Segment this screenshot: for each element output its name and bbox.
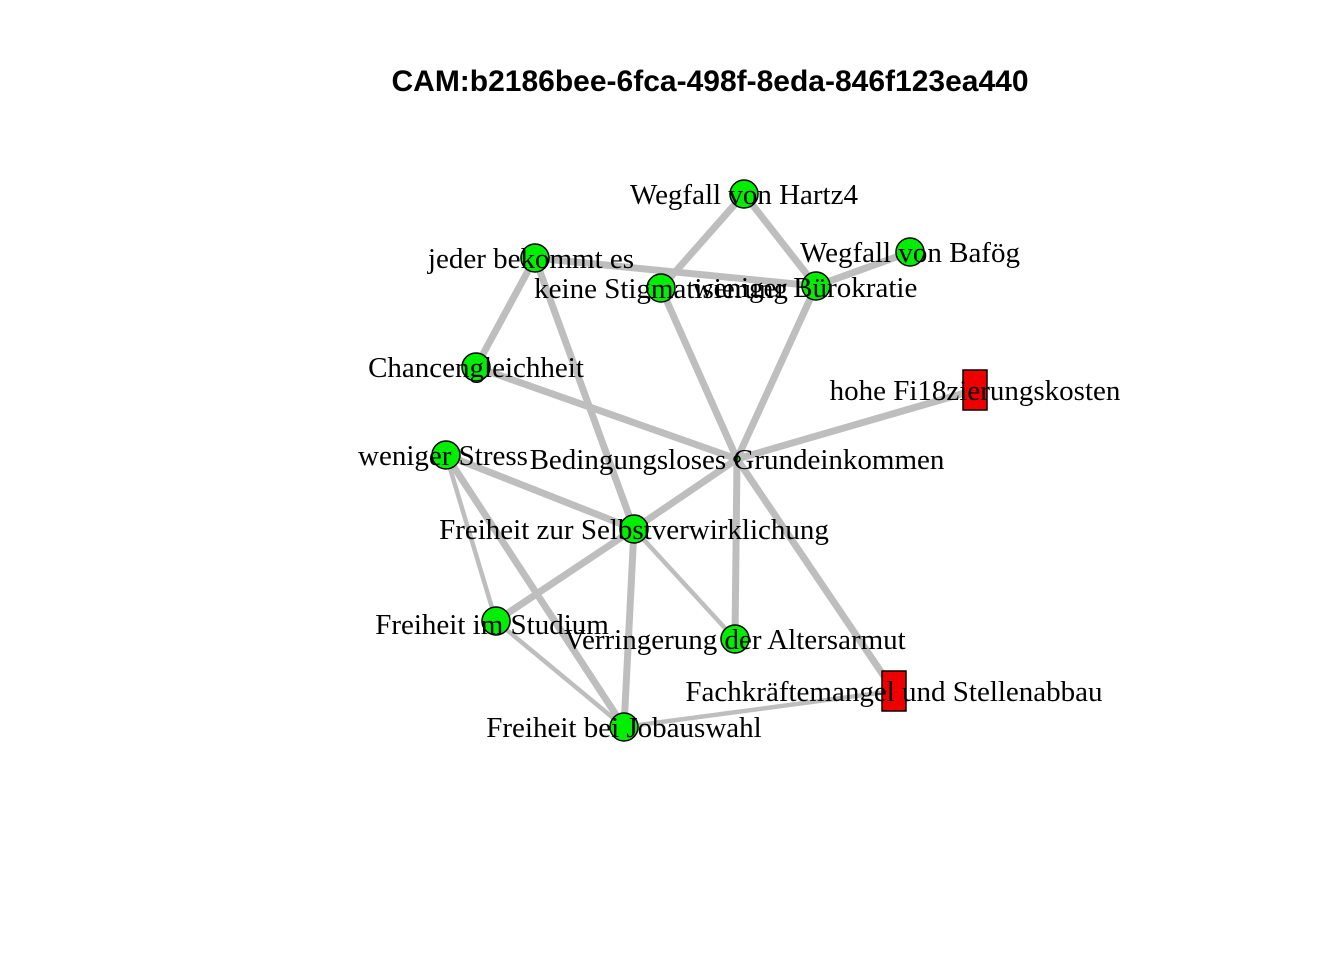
- nodes-layer: [431, 179, 988, 742]
- node-studium: [481, 606, 511, 636]
- edge-bge-selbst: [630, 455, 741, 533]
- node-label-chancen: Chancengleichheit: [368, 352, 584, 384]
- node-label-hartz: Wegfall von Hartz4: [630, 179, 858, 211]
- edge-jeder-chancen: [472, 254, 539, 371]
- labels-layer: Bedingungsloses Grundeinkommen Wegfall vo…: [358, 179, 1121, 744]
- node-selbst: [619, 514, 649, 544]
- edge-bge-fachkraefte: [733, 455, 898, 695]
- edge-bge-chancen: [472, 363, 741, 463]
- node-label-fachkraefte: Fachkräftemangel und Stellenabbau: [685, 676, 1102, 708]
- node-bge: [733, 455, 741, 463]
- edge-bge-alter: [731, 455, 741, 643]
- node-hartz: [729, 179, 759, 209]
- edge-studium-job: [493, 618, 627, 730]
- edge-hartz-buerokratie: [740, 190, 820, 290]
- node-label-jeder: jeder bekommt es: [427, 243, 634, 275]
- node-label-buerokratie: weniger Bürokratie: [693, 272, 918, 304]
- node-label-studium: Freiheit im Studium: [375, 609, 609, 641]
- node-stigma: [646, 273, 676, 303]
- node-kosten: [962, 369, 988, 411]
- edge-selbst-studium: [492, 525, 638, 625]
- edge-bge-buerokratie: [733, 282, 820, 463]
- node-label-kosten: hohe Fi18zierungskosten: [830, 375, 1121, 407]
- node-label-alter: Verringerung der Altersarmut: [564, 624, 905, 656]
- node-bafoeg: [895, 237, 925, 267]
- node-stress: [431, 440, 461, 470]
- node-jeder: [520, 243, 550, 273]
- edge-job-fachkraefte: [621, 688, 897, 730]
- edges-layer: [442, 190, 979, 731]
- node-label-bge: Bedingungsloses Grundeinkommen: [530, 444, 945, 476]
- edge-stress-selbst: [442, 451, 638, 533]
- node-alter: [720, 624, 750, 654]
- node-buerokratie: [801, 271, 831, 301]
- edge-bge-stigma: [657, 284, 741, 463]
- edge-jeder-buerokratie: [531, 254, 820, 290]
- edge-selbst-job: [620, 525, 638, 731]
- node-label-job: Freiheit bei Jobauswahl: [486, 712, 761, 744]
- edge-stress-studium: [443, 452, 499, 624]
- diagram-title: CAM:b2186bee-6fca-498f-8eda-846f123ea440: [391, 65, 1028, 98]
- edge-buerokratie-bafoeg: [812, 248, 914, 290]
- node-fachkraefte: [881, 670, 907, 712]
- node-label-bafoeg: Wegfall von Bafög: [800, 237, 1020, 269]
- node-job: [609, 712, 639, 742]
- edge-selbst-alter: [631, 526, 738, 642]
- node-label-stigma: keine Stigmatisierung: [534, 273, 788, 305]
- edge-bge-kosten: [733, 386, 979, 463]
- node-chancen: [461, 352, 491, 382]
- node-label-stress: weniger Stress: [358, 440, 528, 472]
- node-label-selbst: Freiheit zur Selbstverwirklichung: [439, 514, 829, 546]
- edge-jeder-selbst: [531, 254, 638, 533]
